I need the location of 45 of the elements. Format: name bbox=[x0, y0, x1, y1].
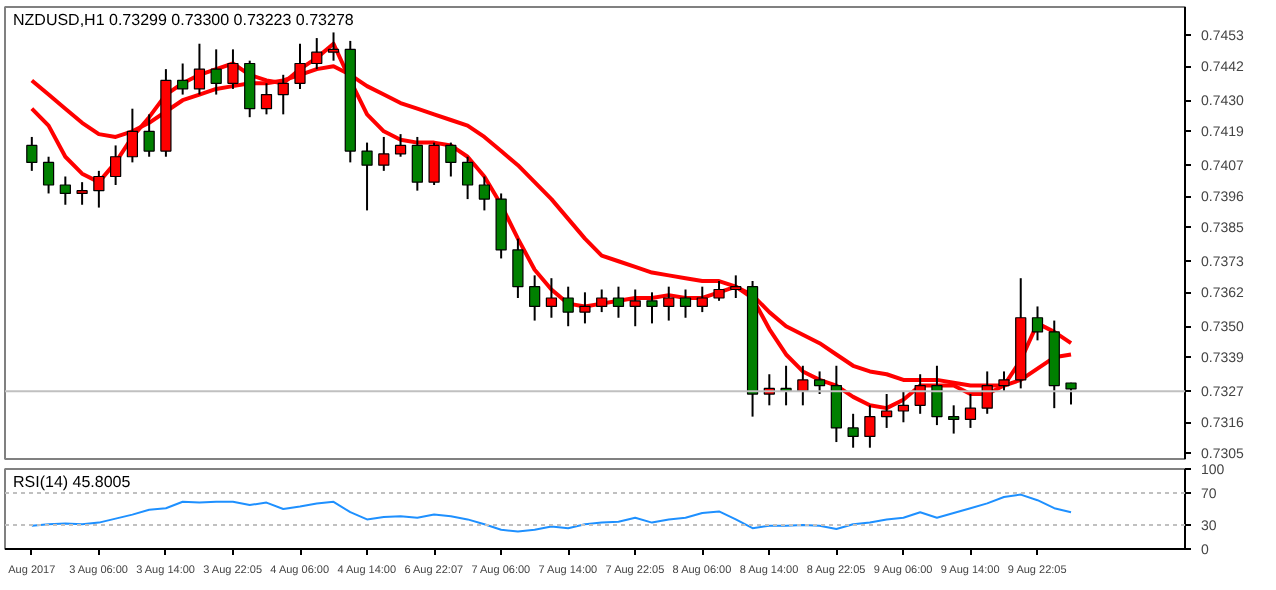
candlestick bbox=[210, 48, 222, 96]
candlestick bbox=[461, 155, 474, 201]
candlestick bbox=[730, 274, 742, 299]
candlestick bbox=[529, 274, 541, 322]
candlestick bbox=[948, 404, 960, 435]
line-series bbox=[30, 493, 1073, 533]
candlestick bbox=[679, 288, 692, 319]
chart-title: NZDUSD,H1 0.73299 0.73300 0.73223 0.73278 bbox=[13, 11, 355, 29]
candlestick bbox=[813, 370, 826, 396]
candlestick bbox=[277, 73, 289, 116]
candlestick bbox=[126, 107, 139, 164]
candlestick bbox=[26, 135, 38, 172]
candlestick bbox=[42, 155, 55, 195]
candlestick bbox=[629, 288, 641, 328]
candlestick bbox=[110, 144, 122, 186]
candlestick bbox=[562, 285, 574, 328]
candlestick bbox=[445, 141, 457, 178]
candlestick bbox=[143, 113, 155, 158]
chart-title: RSI(14) 45.8005 bbox=[13, 473, 132, 491]
candlestick bbox=[512, 237, 524, 299]
candlestick bbox=[1031, 305, 1044, 342]
candlestick bbox=[847, 412, 859, 449]
candlestick bbox=[663, 285, 675, 322]
candlestick bbox=[394, 133, 407, 158]
candlestick bbox=[428, 141, 440, 186]
candlestick bbox=[361, 141, 373, 212]
candlestick bbox=[76, 181, 88, 206]
candlestick bbox=[59, 175, 71, 206]
candlestick bbox=[830, 364, 842, 444]
candlestick bbox=[931, 364, 943, 427]
candlestick bbox=[596, 288, 608, 314]
candlestick bbox=[260, 82, 273, 116]
candlestick bbox=[646, 291, 658, 325]
candlestick bbox=[177, 62, 189, 96]
candlestick bbox=[713, 280, 725, 302]
candlestick bbox=[612, 285, 625, 319]
candlestick bbox=[579, 291, 591, 325]
candlestick bbox=[1065, 381, 1077, 406]
candlestick bbox=[378, 135, 390, 172]
candlestick bbox=[93, 169, 105, 209]
candlestick bbox=[244, 59, 256, 119]
candlestick bbox=[478, 175, 490, 212]
candlestick bbox=[545, 277, 558, 319]
candlestick bbox=[411, 135, 423, 192]
candlestick bbox=[696, 285, 708, 314]
